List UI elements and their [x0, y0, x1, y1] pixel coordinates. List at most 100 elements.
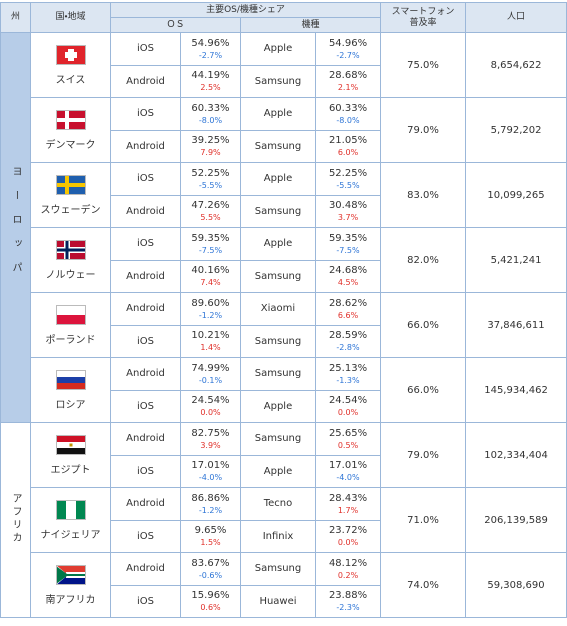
os-name: iOS — [110, 584, 181, 618]
model-share: 52.25% — [328, 167, 368, 179]
model-name: Samsung — [240, 422, 316, 456]
os-name: Android — [110, 357, 181, 391]
model-change: -2.3% — [336, 603, 360, 613]
os-share: 59.35% — [191, 232, 230, 244]
population: 8,654,622 — [465, 32, 567, 98]
os-name: Android — [110, 259, 181, 293]
population: 102,334,404 — [465, 422, 567, 488]
model-change: 6.6% — [337, 310, 359, 320]
model-change: -4.0% — [336, 473, 360, 483]
os-share-cell: 54.96% -2.7% — [180, 32, 241, 66]
header-cell: 主要OS/機種シェア — [109, 2, 382, 18]
os-share: 9.65% — [194, 525, 227, 537]
os-name: iOS — [110, 97, 181, 131]
table-row: Android 40.16% 7.4% Samsung 24.68% 4.5% — [1, 259, 567, 293]
model-share: 24.54% — [328, 395, 368, 407]
os-share-cell: 10.21% 1.4% — [180, 324, 241, 358]
os-share-cell: 15.96% 0.6% — [180, 584, 241, 618]
os-share: 47.26% — [191, 200, 230, 212]
os-share-cell: 39.25% 7.9% — [180, 129, 241, 163]
model-change: 0.0% — [337, 538, 359, 548]
model-share-cell: 28.59% -2.8% — [314, 324, 382, 358]
penetration: 66.0% — [380, 292, 467, 358]
model-share-cell: 30.48% 3.7% — [314, 194, 382, 228]
os-name: Android — [110, 129, 181, 163]
country-name: ノルウェー — [45, 269, 96, 281]
flag — [31, 304, 110, 325]
header-cell: ＯＳ — [110, 17, 241, 33]
model-name: Samsung — [240, 194, 316, 228]
model-share: 60.33% — [328, 102, 368, 114]
model-change: -1.3% — [336, 375, 360, 385]
model-share: 48.12% — [328, 557, 368, 569]
table-row: ロシア Android 74.99% -0.1% Samsung 25.13% -1.3% 6… — [1, 357, 567, 423]
os-change: -1.2% — [198, 310, 223, 320]
table-row: iOS 17.01% -4.0% Apple 17.01% -4.0% — [1, 454, 567, 488]
model-share-cell: 25.13% -1.3% — [314, 357, 382, 391]
os-share: 89.60% — [191, 297, 230, 309]
os-share-cell: 47.26% 5.5% — [180, 194, 241, 228]
population: 37,846,611 — [465, 292, 567, 358]
population: 5,792,202 — [465, 97, 567, 163]
model-share-cell: 28.62% 6.6% — [314, 292, 382, 326]
model-name: Apple — [240, 32, 316, 66]
os-change: -2.7% — [198, 50, 223, 60]
table-row: ナイジェリア Android 86.86% -1.2% Tecno 28.43% 1.7% 7… — [1, 487, 567, 553]
model-change: -7.5% — [336, 245, 360, 255]
os-share-cell: 83.67% -0.6% — [180, 552, 241, 586]
os-name: Android — [110, 487, 181, 521]
model-share: 25.13% — [328, 362, 368, 374]
os-change: -4.0% — [198, 473, 223, 483]
os-share-cell: 52.25% -5.5% — [180, 162, 241, 196]
table-row: Android 47.26% 5.5% Samsung 30.48% 3.7% — [1, 194, 567, 228]
os-share-cell: 44.19% 2.5% — [180, 64, 241, 98]
country-name: 南アフリカ — [45, 594, 96, 606]
model-share: 25.65% — [328, 427, 368, 439]
penetration: 66.0% — [380, 357, 467, 423]
model-name: Apple — [240, 97, 316, 131]
flag-icon — [55, 369, 86, 390]
os-share-cell: 59.35% -7.5% — [180, 227, 241, 261]
region-cell: ヨーロッパ — [0, 32, 31, 423]
model-share-cell: 60.33% -8.0% — [314, 97, 382, 131]
country-name: ナイジェリア — [40, 529, 101, 541]
country-name: ポーランド — [45, 334, 96, 346]
country-cell: 南アフリカ — [30, 552, 111, 618]
model-share: 21.05% — [328, 135, 368, 147]
os-name: Android — [110, 552, 181, 586]
os-share-cell: 86.86% -1.2% — [180, 487, 241, 521]
table-row: ノルウェー iOS 59.35% -7.5% Apple 59.35% -7.5% 82.0%… — [1, 227, 567, 293]
model-name: Samsung — [240, 552, 316, 586]
country-cell: スウェーデン — [30, 162, 111, 228]
penetration: 82.0% — [380, 227, 467, 293]
model-share: 28.43% — [328, 492, 368, 504]
os-change: 1.4% — [200, 343, 221, 353]
model-name: Xiaomi — [240, 292, 316, 326]
model-share-cell: 24.68% 4.5% — [314, 259, 382, 293]
table-row: iOS 15.96% 0.6% Huawei 23.88% -2.3% — [1, 584, 567, 618]
region-name: アフリカ — [10, 492, 21, 545]
os-name: Android — [110, 64, 181, 98]
model-name: Apple — [240, 227, 316, 261]
flag-icon — [55, 304, 86, 325]
model-change: -5.5% — [336, 180, 360, 190]
flag — [31, 174, 110, 195]
header-row: 州 国・地域 主要OS/機種シェア スマートフォン 普及率 人口 — [0, 2, 567, 33]
os-change: 7.4% — [200, 278, 221, 288]
model-change: -8.0% — [336, 115, 360, 125]
table-row: 南アフリカ Android 83.67% -0.6% Samsung 48.12% 0.2%… — [1, 552, 567, 618]
os-share: 82.75% — [191, 427, 230, 439]
os-change: 0.0% — [200, 408, 221, 418]
penetration: 83.0% — [380, 162, 467, 228]
os-change: -0.6% — [198, 570, 223, 580]
model-share-cell: 25.65% 0.5% — [314, 422, 382, 456]
model-name: Apple — [240, 162, 316, 196]
os-share: 86.86% — [191, 492, 230, 504]
flag — [31, 109, 110, 130]
header-cell: 州 — [0, 2, 31, 33]
flag-icon — [55, 434, 86, 455]
population: 10,099,265 — [465, 162, 567, 228]
os-share-cell: 89.60% -1.2% — [180, 292, 241, 326]
